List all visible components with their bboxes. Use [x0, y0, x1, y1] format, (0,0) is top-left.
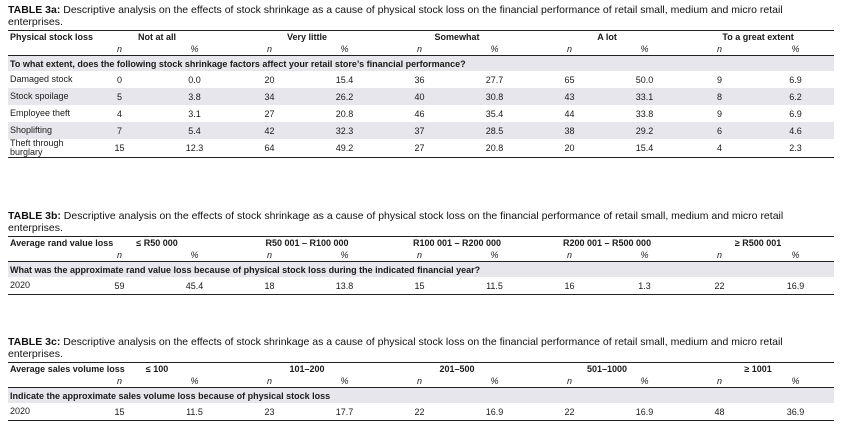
data-table: Physical stock loss Not at all Very litt… [8, 30, 835, 158]
pct-header: % [640, 249, 649, 260]
question-row: To what extent, does the following stock… [8, 55, 835, 71]
data-table: Average rand value loss ≤ R50 000 R50 00… [8, 236, 835, 295]
header-row: Average sales volume loss ≤ 100 101–200 … [8, 362, 835, 375]
table-caption: TABLE 3c: Descriptive analysis on the ef… [8, 336, 783, 360]
n-header: n [567, 43, 573, 54]
pct-header: % [190, 375, 199, 386]
n-header: n [417, 43, 423, 54]
pct-header: % [340, 43, 349, 54]
pct-header: % [340, 249, 349, 260]
question-text: What was the approximate rand value loss… [8, 261, 835, 277]
row-header: Average rand value loss [10, 237, 114, 248]
table-caption: TABLE 3a: Descriptive analysis on the ef… [8, 4, 783, 28]
question-row: Indicate the approximate sales volume lo… [8, 387, 835, 403]
group-header: Very little [287, 31, 328, 42]
table-3b: TABLE 3b: Descriptive analysis on the ef… [8, 210, 835, 295]
data-table: Average sales volume loss ≤ 100 101–200 … [8, 362, 835, 421]
pct-header: % [791, 375, 800, 386]
n-header: n [717, 43, 723, 54]
pct-header: % [190, 249, 199, 260]
question-row: What was the approximate rand value loss… [8, 261, 835, 277]
pct-header: % [791, 249, 800, 260]
pct-header: % [490, 43, 499, 54]
pct-header: % [490, 375, 499, 386]
group-header: R50 001 – R100 000 [265, 237, 349, 248]
n-header: n [266, 375, 272, 386]
table-3c: TABLE 3c: Descriptive analysis on the ef… [8, 336, 835, 421]
group-header: ≤ R50 000 [136, 237, 178, 248]
group-header: 501–1000 [587, 363, 628, 374]
n-header: n [266, 249, 272, 260]
table-row: 2020 59 45.4 18 13.8 15 11.5 16 1.3 22 16.9 [8, 277, 835, 295]
subheader-row: n% n% n% n% n% [8, 374, 835, 388]
pct-header: % [640, 43, 649, 54]
row-header: Physical stock loss [10, 31, 94, 42]
group-header: 201–500 [439, 363, 475, 374]
n-header: n [417, 249, 423, 260]
n-header: n [717, 375, 723, 386]
pct-header: % [340, 375, 349, 386]
group-header: A lot [597, 31, 617, 42]
table-row: Stock spoilage 5 3.8 34 26.2 40 30.8 43 33.1… [8, 88, 835, 105]
pct-header: % [791, 43, 800, 54]
pct-header: % [190, 43, 199, 54]
n-header: n [116, 249, 122, 260]
header-row: Average rand value loss ≤ R50 000 R50 00… [8, 236, 835, 249]
group-header: R100 001 – R200 000 [412, 237, 502, 248]
subheader-row: n% n% n% n% n% [8, 248, 835, 262]
table-3a: TABLE 3a: Descriptive analysis on the ef… [8, 4, 835, 158]
row-header: Average sales volume loss [10, 363, 125, 374]
n-header: n [567, 249, 573, 260]
group-header: 101–200 [289, 363, 325, 374]
n-header: n [417, 375, 423, 386]
n-header: n [116, 375, 122, 386]
subheader-row: n% n% n% n% n% [8, 42, 835, 56]
question-text: Indicate the approximate sales volume lo… [8, 387, 835, 403]
question-text: To what extent, does the following stock… [8, 55, 835, 71]
group-header: ≤ 100 [145, 363, 169, 374]
table-row: Theft through burglary 15 12.3 64 49.2 27 2… [8, 139, 835, 158]
group-header: Somewhat [434, 31, 480, 42]
group-header: To a great extent [722, 31, 794, 42]
n-header: n [267, 43, 273, 54]
n-header: n [116, 43, 122, 54]
table-row: 2020 15 11.5 23 17.7 22 16.9 22 16.9 48 36.9 [8, 403, 835, 421]
group-header: ≥ 1001 [744, 363, 772, 374]
table-caption: TABLE 3b: Descriptive analysis on the ef… [8, 210, 784, 234]
pct-header: % [640, 375, 649, 386]
table-row: Damaged stock 0 0.0 20 15.4 36 27.7 65 50.0 … [10, 74, 802, 85]
header-row: Physical stock loss Not at all Very litt… [8, 30, 835, 43]
n-header: n [717, 249, 723, 260]
group-header: R200 001 – R500 000 [563, 237, 652, 248]
table-row: Employee theft 4 3.1 27 20.8 46 35.4 44 33.8… [10, 108, 802, 119]
pct-header: % [490, 249, 499, 260]
group-header: ≥ R500 001 [734, 237, 782, 248]
n-header: n [567, 375, 573, 386]
group-header: Not at all [138, 31, 177, 42]
